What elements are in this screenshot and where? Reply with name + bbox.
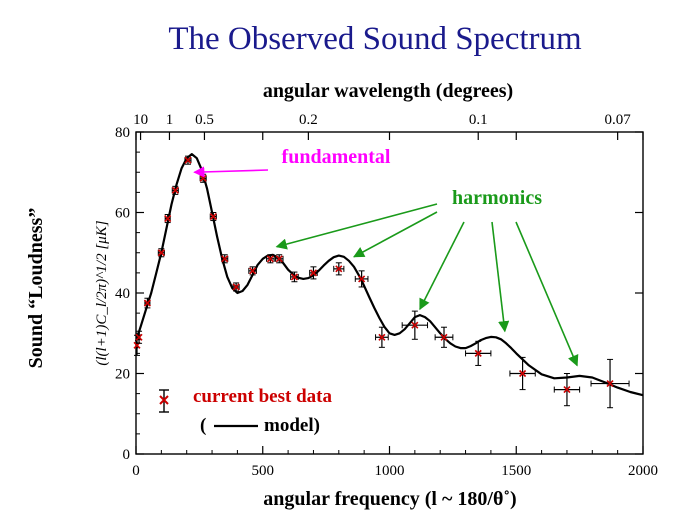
data-point-marker — [143, 299, 151, 307]
x-tick-label: 1000 — [375, 463, 405, 479]
data-point — [157, 248, 165, 258]
harmonics-arrow — [419, 221, 465, 311]
data-point — [143, 297, 151, 309]
data-point-marker — [164, 214, 172, 223]
data-point-marker — [275, 255, 283, 263]
top-axis-tick-label: 10 — [133, 112, 148, 128]
legend: current best data ( model) — [159, 386, 332, 436]
data-point — [401, 310, 429, 340]
data-point-marker — [221, 255, 229, 263]
model-curve — [134, 153, 644, 397]
data-point — [266, 254, 275, 264]
data-point-marker — [519, 369, 527, 378]
data-point-marker — [378, 333, 386, 341]
data-point-marker — [335, 265, 343, 273]
data-point-marker — [563, 386, 571, 394]
data-point — [333, 262, 345, 276]
data-point — [171, 185, 179, 195]
harmonics-arrow — [353, 211, 438, 258]
data-point-marker — [171, 186, 179, 194]
data-point-marker — [135, 333, 143, 341]
top-axis-tick-label: 0.2 — [299, 112, 318, 128]
fundamental-arrow — [193, 166, 269, 178]
data-point — [184, 155, 192, 165]
data-point-marker — [358, 275, 366, 283]
y-tick-label: 80 — [115, 125, 130, 141]
legend-model-open-paren: ( — [200, 415, 206, 436]
fundamental-label: fundamental — [282, 146, 391, 168]
top-axis-tick-label: 1 — [166, 112, 174, 128]
data-point — [221, 254, 229, 264]
data-point — [375, 326, 389, 348]
data-point — [290, 271, 299, 283]
x-tick-label: 2000 — [628, 463, 658, 479]
data-point-marker — [440, 333, 448, 341]
data-point-marker — [184, 156, 192, 164]
top-axis-label: angular wavelength (degrees) — [263, 80, 513, 102]
data-point-marker — [309, 269, 318, 277]
x-tick-label: 500 — [252, 463, 275, 479]
x-tick-label: 0 — [132, 463, 140, 479]
data-point — [232, 282, 240, 292]
slide-title: The Observed Sound Spectrum — [168, 21, 582, 57]
y-tick-label: 0 — [123, 447, 131, 463]
data-point — [590, 358, 630, 409]
harmonics-label: harmonics — [452, 187, 542, 209]
y-tick-label: 20 — [115, 367, 130, 383]
top-axis-tick-label: 0.07 — [605, 112, 632, 128]
x-axis-label: angular frequency (l ~ 180/θ˚) — [263, 488, 516, 510]
data-point — [248, 266, 257, 276]
data-point — [274, 254, 284, 264]
y-tick-label: 60 — [115, 206, 130, 222]
top-axis-tick-label: 0.5 — [195, 112, 214, 128]
legend-data-label: current best data — [193, 386, 332, 407]
data-point — [553, 373, 581, 407]
data-points-group — [133, 155, 630, 409]
data-point — [135, 330, 143, 344]
legend-data-marker — [159, 395, 169, 405]
data-point — [465, 340, 492, 366]
harmonics-arrow — [491, 221, 510, 333]
legend-model-label: model) — [264, 415, 320, 436]
x-tick-label: 1500 — [501, 463, 531, 479]
model-curve-group — [134, 153, 644, 397]
data-point-marker — [249, 267, 257, 275]
data-point-marker — [157, 249, 165, 257]
data-point-marker — [474, 349, 482, 357]
data-point-marker — [266, 255, 274, 263]
annotations-group: fundamental harmonics — [193, 146, 579, 367]
harmonics-arrow — [275, 203, 438, 250]
data-point — [309, 266, 318, 280]
y-tick-label: 40 — [115, 286, 130, 302]
data-point-marker — [606, 379, 614, 388]
data-point — [509, 356, 536, 391]
y-axis-outer-label: Sound “Loudness” — [25, 208, 47, 369]
data-point-marker — [290, 273, 299, 281]
data-point-marker — [209, 212, 217, 221]
data-point — [434, 326, 454, 348]
data-point-marker — [411, 321, 419, 329]
data-point — [199, 173, 207, 183]
data-point — [164, 214, 172, 224]
top-axis-tick-label: 0.1 — [469, 112, 488, 128]
y-axis-inner-label: (l(l+1)C_l/2π)^1/2 [μK] — [94, 220, 110, 365]
data-point — [354, 270, 369, 288]
harmonics-arrow — [515, 221, 579, 367]
data-point — [209, 212, 217, 222]
data-point-marker — [232, 283, 240, 291]
